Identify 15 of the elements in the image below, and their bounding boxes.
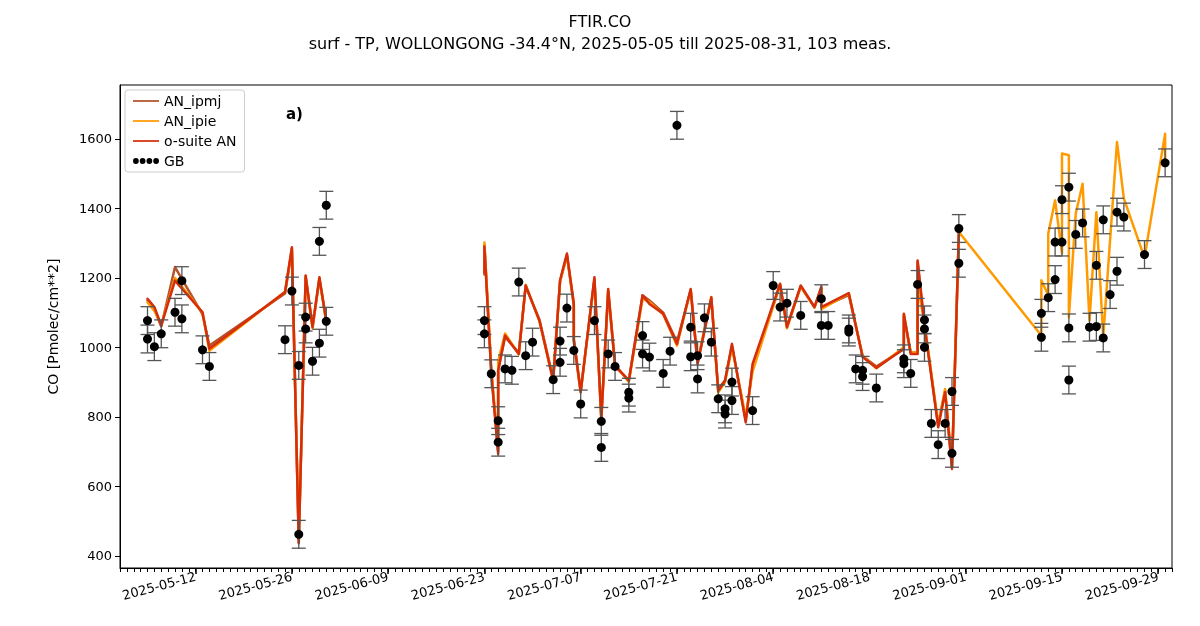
chart-subtitle: surf - TP, WOLLONGONG -34.4°N, 2025-05-05 till 2025-08-31, 103 meas. [308, 33, 892, 53]
y-tick-label: 800 [87, 409, 112, 425]
legend-label: GB [164, 153, 185, 169]
y-axis-title: CO [Pmolec/cm**2] [45, 258, 61, 395]
chart-title: FTIR.CO [568, 11, 632, 31]
annotation: a) [286, 104, 303, 123]
y-tick-label: 600 [87, 478, 112, 494]
y-tick-label: 1400 [78, 200, 112, 216]
legend-label: AN_ipmj [164, 93, 222, 109]
y-tick-label: 1200 [78, 270, 112, 286]
legend-label: AN_ipie [164, 113, 217, 129]
y-tick-label: 400 [87, 548, 112, 564]
y-tick-label: 1600 [78, 131, 112, 147]
legend-label: o-suite AN [164, 133, 237, 149]
y-tick-label: 1000 [78, 339, 112, 355]
